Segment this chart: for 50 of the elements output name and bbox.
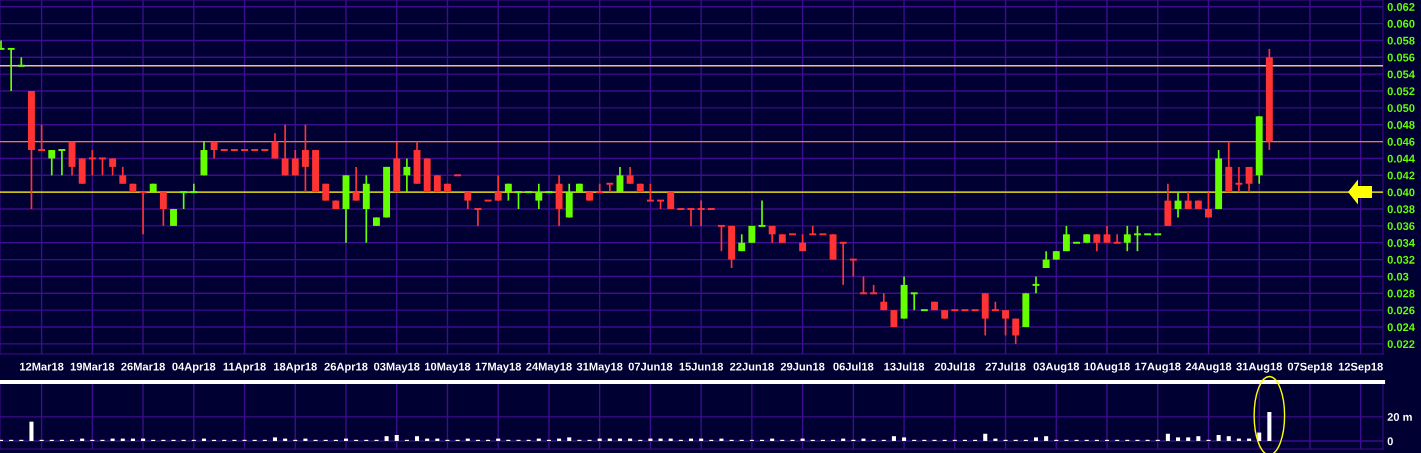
x-tick-label: 11Apr18 bbox=[223, 362, 266, 373]
x-tick-label: 20Jul18 bbox=[934, 362, 975, 371]
x-tick-label: 26Apr18 bbox=[324, 362, 368, 373]
x-tick-label: 17May18 bbox=[475, 362, 522, 373]
y-tick-label: 0 bbox=[1387, 437, 1393, 446]
x-tick-label: 12Mar18 bbox=[20, 362, 64, 371]
x-tick-label: 26Mar18 bbox=[121, 362, 165, 371]
y-tick-label: 0.036 bbox=[1387, 222, 1415, 231]
y-tick-label: 0.046 bbox=[1387, 137, 1415, 146]
y-tick-label: 0.058 bbox=[1387, 36, 1415, 45]
y-tick-label: 0.050 bbox=[1387, 104, 1415, 113]
x-tick-label: 24Aug18 bbox=[1185, 362, 1232, 373]
x-tick-label: 18Apr18 bbox=[274, 362, 317, 373]
x-tick-label: 15Jun18 bbox=[679, 362, 724, 371]
y-tick-label: 0.034 bbox=[1387, 239, 1415, 247]
y-tick-label: 0.042 bbox=[1387, 171, 1415, 180]
x-tick-label: 07Jun18 bbox=[628, 362, 673, 371]
y-tick-label: 0.056 bbox=[1387, 53, 1415, 62]
y-tick-label: 0.03 bbox=[1387, 272, 1409, 281]
x-tick-label: 10May18 bbox=[425, 362, 471, 373]
x-tick-label: 31May18 bbox=[576, 362, 623, 373]
y-tick-label: 0.054 bbox=[1387, 70, 1415, 79]
y-tick-label: 0.026 bbox=[1387, 306, 1415, 315]
x-tick-label: 24May18 bbox=[526, 362, 572, 373]
x-tick-label: 22Jun18 bbox=[730, 362, 774, 371]
y-tick-label: 0.038 bbox=[1387, 205, 1415, 214]
x-tick-label: 13Jul18 bbox=[884, 362, 925, 371]
x-tick-label: 31Aug18 bbox=[1236, 362, 1283, 373]
x-tick-label: 04Apr18 bbox=[172, 362, 216, 373]
y-tick-label: 0.024 bbox=[1387, 323, 1415, 332]
y-tick-label: 20 m bbox=[1387, 413, 1412, 421]
y-tick-label: 0.032 bbox=[1387, 255, 1415, 264]
x-tick-label: 17Aug18 bbox=[1135, 362, 1181, 373]
y-tick-label: 0.028 bbox=[1387, 289, 1415, 298]
x-tick-label: 07Sep18 bbox=[1287, 362, 1333, 373]
x-tick-label: 06Jul18 bbox=[833, 362, 874, 371]
x-tick-label: 03May18 bbox=[374, 362, 420, 373]
x-tick-label: 03Aug18 bbox=[1033, 362, 1080, 373]
y-tick-label: 0.022 bbox=[1387, 340, 1415, 349]
y-tick-label: 0.044 bbox=[1387, 154, 1415, 163]
y-tick-label: 0.048 bbox=[1387, 121, 1415, 129]
y-tick-label: 0.062 bbox=[1387, 3, 1415, 11]
x-tick-label: 19Mar18 bbox=[70, 362, 115, 371]
x-tick-label: 29Jun18 bbox=[780, 362, 825, 371]
x-tick-label: 27Jul18 bbox=[985, 362, 1026, 371]
x-tick-label: 10Aug18 bbox=[1084, 362, 1130, 373]
x-tick-label: 12Sep18 bbox=[1338, 362, 1383, 373]
y-tick-label: 0.060 bbox=[1387, 19, 1415, 28]
y-tick-label: 0.040 bbox=[1387, 188, 1415, 197]
y-tick-label: 0.052 bbox=[1387, 87, 1415, 96]
